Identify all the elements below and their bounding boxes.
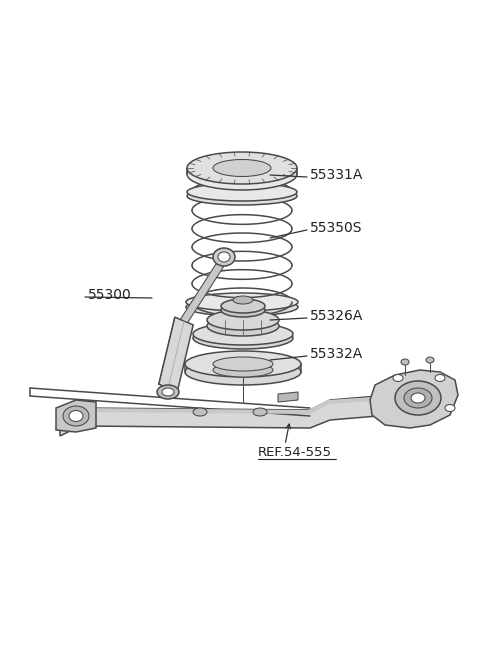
Polygon shape [159, 317, 193, 392]
Ellipse shape [253, 408, 267, 416]
Ellipse shape [445, 405, 455, 411]
Ellipse shape [186, 293, 298, 311]
Ellipse shape [207, 316, 279, 336]
Ellipse shape [185, 359, 301, 385]
Text: 55326A: 55326A [310, 309, 363, 323]
Ellipse shape [221, 303, 265, 317]
Polygon shape [278, 392, 298, 402]
Text: 55300: 55300 [88, 288, 132, 302]
Polygon shape [56, 400, 96, 432]
Ellipse shape [401, 359, 409, 365]
Ellipse shape [393, 375, 403, 381]
Ellipse shape [185, 351, 301, 377]
Ellipse shape [186, 298, 298, 316]
Ellipse shape [426, 357, 434, 363]
Ellipse shape [411, 393, 425, 403]
Polygon shape [370, 370, 458, 428]
Ellipse shape [213, 357, 273, 371]
Ellipse shape [187, 158, 297, 190]
Ellipse shape [193, 408, 207, 416]
Text: 55350S: 55350S [310, 221, 362, 235]
Ellipse shape [187, 187, 297, 205]
Ellipse shape [395, 381, 441, 415]
Ellipse shape [69, 411, 83, 422]
Text: 55332A: 55332A [310, 347, 363, 361]
Polygon shape [82, 396, 390, 414]
Ellipse shape [213, 363, 273, 377]
Polygon shape [60, 395, 410, 436]
Ellipse shape [233, 296, 253, 304]
Ellipse shape [162, 388, 174, 396]
Text: 55331A: 55331A [310, 168, 363, 182]
Ellipse shape [157, 385, 179, 399]
Ellipse shape [221, 299, 265, 313]
Polygon shape [180, 263, 224, 322]
Ellipse shape [213, 248, 235, 266]
Ellipse shape [435, 375, 445, 381]
Ellipse shape [404, 388, 432, 408]
Ellipse shape [207, 310, 279, 330]
Ellipse shape [63, 406, 89, 426]
Ellipse shape [187, 152, 297, 184]
Text: REF.54-555: REF.54-555 [258, 445, 332, 458]
Ellipse shape [193, 323, 293, 345]
Ellipse shape [193, 327, 293, 349]
Ellipse shape [218, 252, 230, 262]
Ellipse shape [187, 183, 297, 201]
Ellipse shape [213, 160, 271, 176]
